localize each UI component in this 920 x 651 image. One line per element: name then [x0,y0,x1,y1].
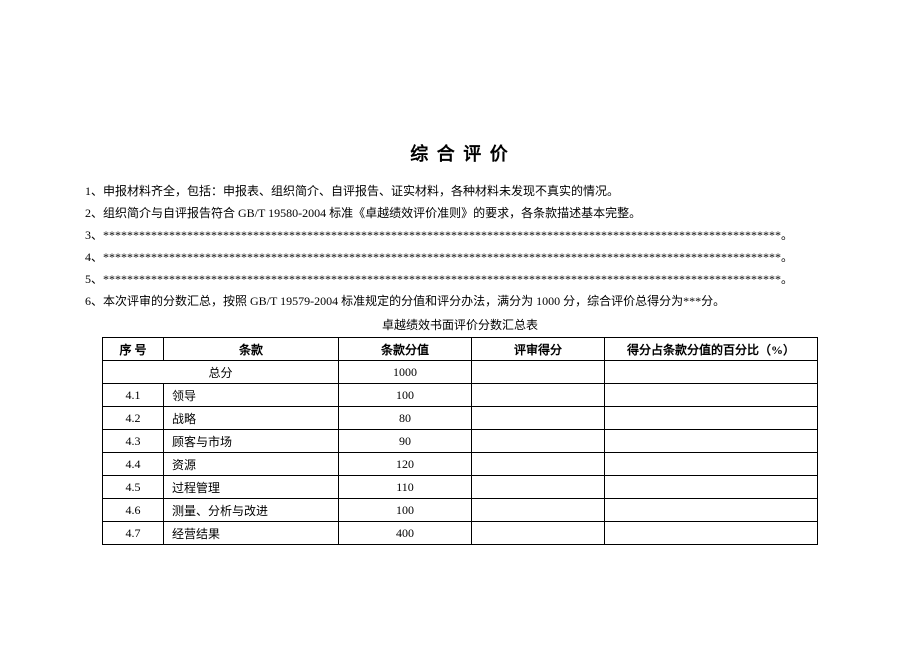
table-row: 4.5 过程管理 110 [103,476,818,499]
cell-pct [605,453,818,476]
cell-seq: 4.4 [103,453,164,476]
cell-pct [605,499,818,522]
table-header-row: 序 号 条款 条款分值 评审得分 得分占条款分值的百分比（%） [103,338,818,361]
list-item: 2、组织简介与自评报告符合 GB/T 19580-2004 标准《卓越绩效评价准… [85,202,835,224]
header-clause-score: 条款分值 [339,338,472,361]
cell-pct [605,430,818,453]
cell-clause: 领导 [164,384,339,407]
cell-score: 110 [339,476,472,499]
header-seq: 序 号 [103,338,164,361]
cell-clause: 经营结果 [164,522,339,545]
list-item: 1、申报材料齐全，包括：申报表、组织简介、自评报告、证实材料，各种材料未发现不真… [85,180,835,202]
list-item: 5、**************************************… [85,268,835,290]
cell-clause: 战略 [164,407,339,430]
list-item: 6、本次评审的分数汇总，按照 GB/T 19579-2004 标准规定的分值和评… [85,290,835,312]
score-table: 序 号 条款 条款分值 评审得分 得分占条款分值的百分比（%） 总分 1000 … [102,337,818,545]
table-row: 4.7 经营结果 400 [103,522,818,545]
header-pct: 得分占条款分值的百分比（%） [605,338,818,361]
cell-review [472,499,605,522]
cell-review [472,430,605,453]
cell-seq: 4.3 [103,430,164,453]
table-row: 4.2 战略 80 [103,407,818,430]
page-title: 综 合 评 价 [85,140,835,166]
table-row: 4.3 顾客与市场 90 [103,430,818,453]
header-review-score: 评审得分 [472,338,605,361]
cell-clause: 资源 [164,453,339,476]
cell-pct [605,384,818,407]
table-total-row: 总分 1000 [103,361,818,384]
cell-pct [605,476,818,499]
table-row: 4.6 测量、分析与改进 100 [103,499,818,522]
cell-seq: 4.7 [103,522,164,545]
cell-score: 120 [339,453,472,476]
total-value: 1000 [339,361,472,384]
list-item: 4、**************************************… [85,246,835,268]
cell-clause: 测量、分析与改进 [164,499,339,522]
cell-seq: 4.1 [103,384,164,407]
total-label: 总分 [103,361,339,384]
cell-review [472,522,605,545]
cell-clause: 过程管理 [164,476,339,499]
document-page: 综 合 评 价 1、申报材料齐全，包括：申报表、组织简介、自评报告、证实材料，各… [0,0,920,545]
table-row: 4.1 领导 100 [103,384,818,407]
cell-score: 100 [339,499,472,522]
cell-review [472,384,605,407]
total-pct [605,361,818,384]
list-item: 3、**************************************… [85,224,835,246]
cell-seq: 4.2 [103,407,164,430]
total-review [472,361,605,384]
cell-score: 90 [339,430,472,453]
cell-pct [605,522,818,545]
cell-review [472,407,605,430]
cell-clause: 顾客与市场 [164,430,339,453]
cell-review [472,476,605,499]
cell-score: 80 [339,407,472,430]
cell-pct [605,407,818,430]
cell-seq: 4.6 [103,499,164,522]
cell-score: 400 [339,522,472,545]
table-caption: 卓越绩效书面评价分数汇总表 [85,316,835,333]
cell-score: 100 [339,384,472,407]
table-row: 4.4 资源 120 [103,453,818,476]
cell-seq: 4.5 [103,476,164,499]
header-clause: 条款 [164,338,339,361]
cell-review [472,453,605,476]
